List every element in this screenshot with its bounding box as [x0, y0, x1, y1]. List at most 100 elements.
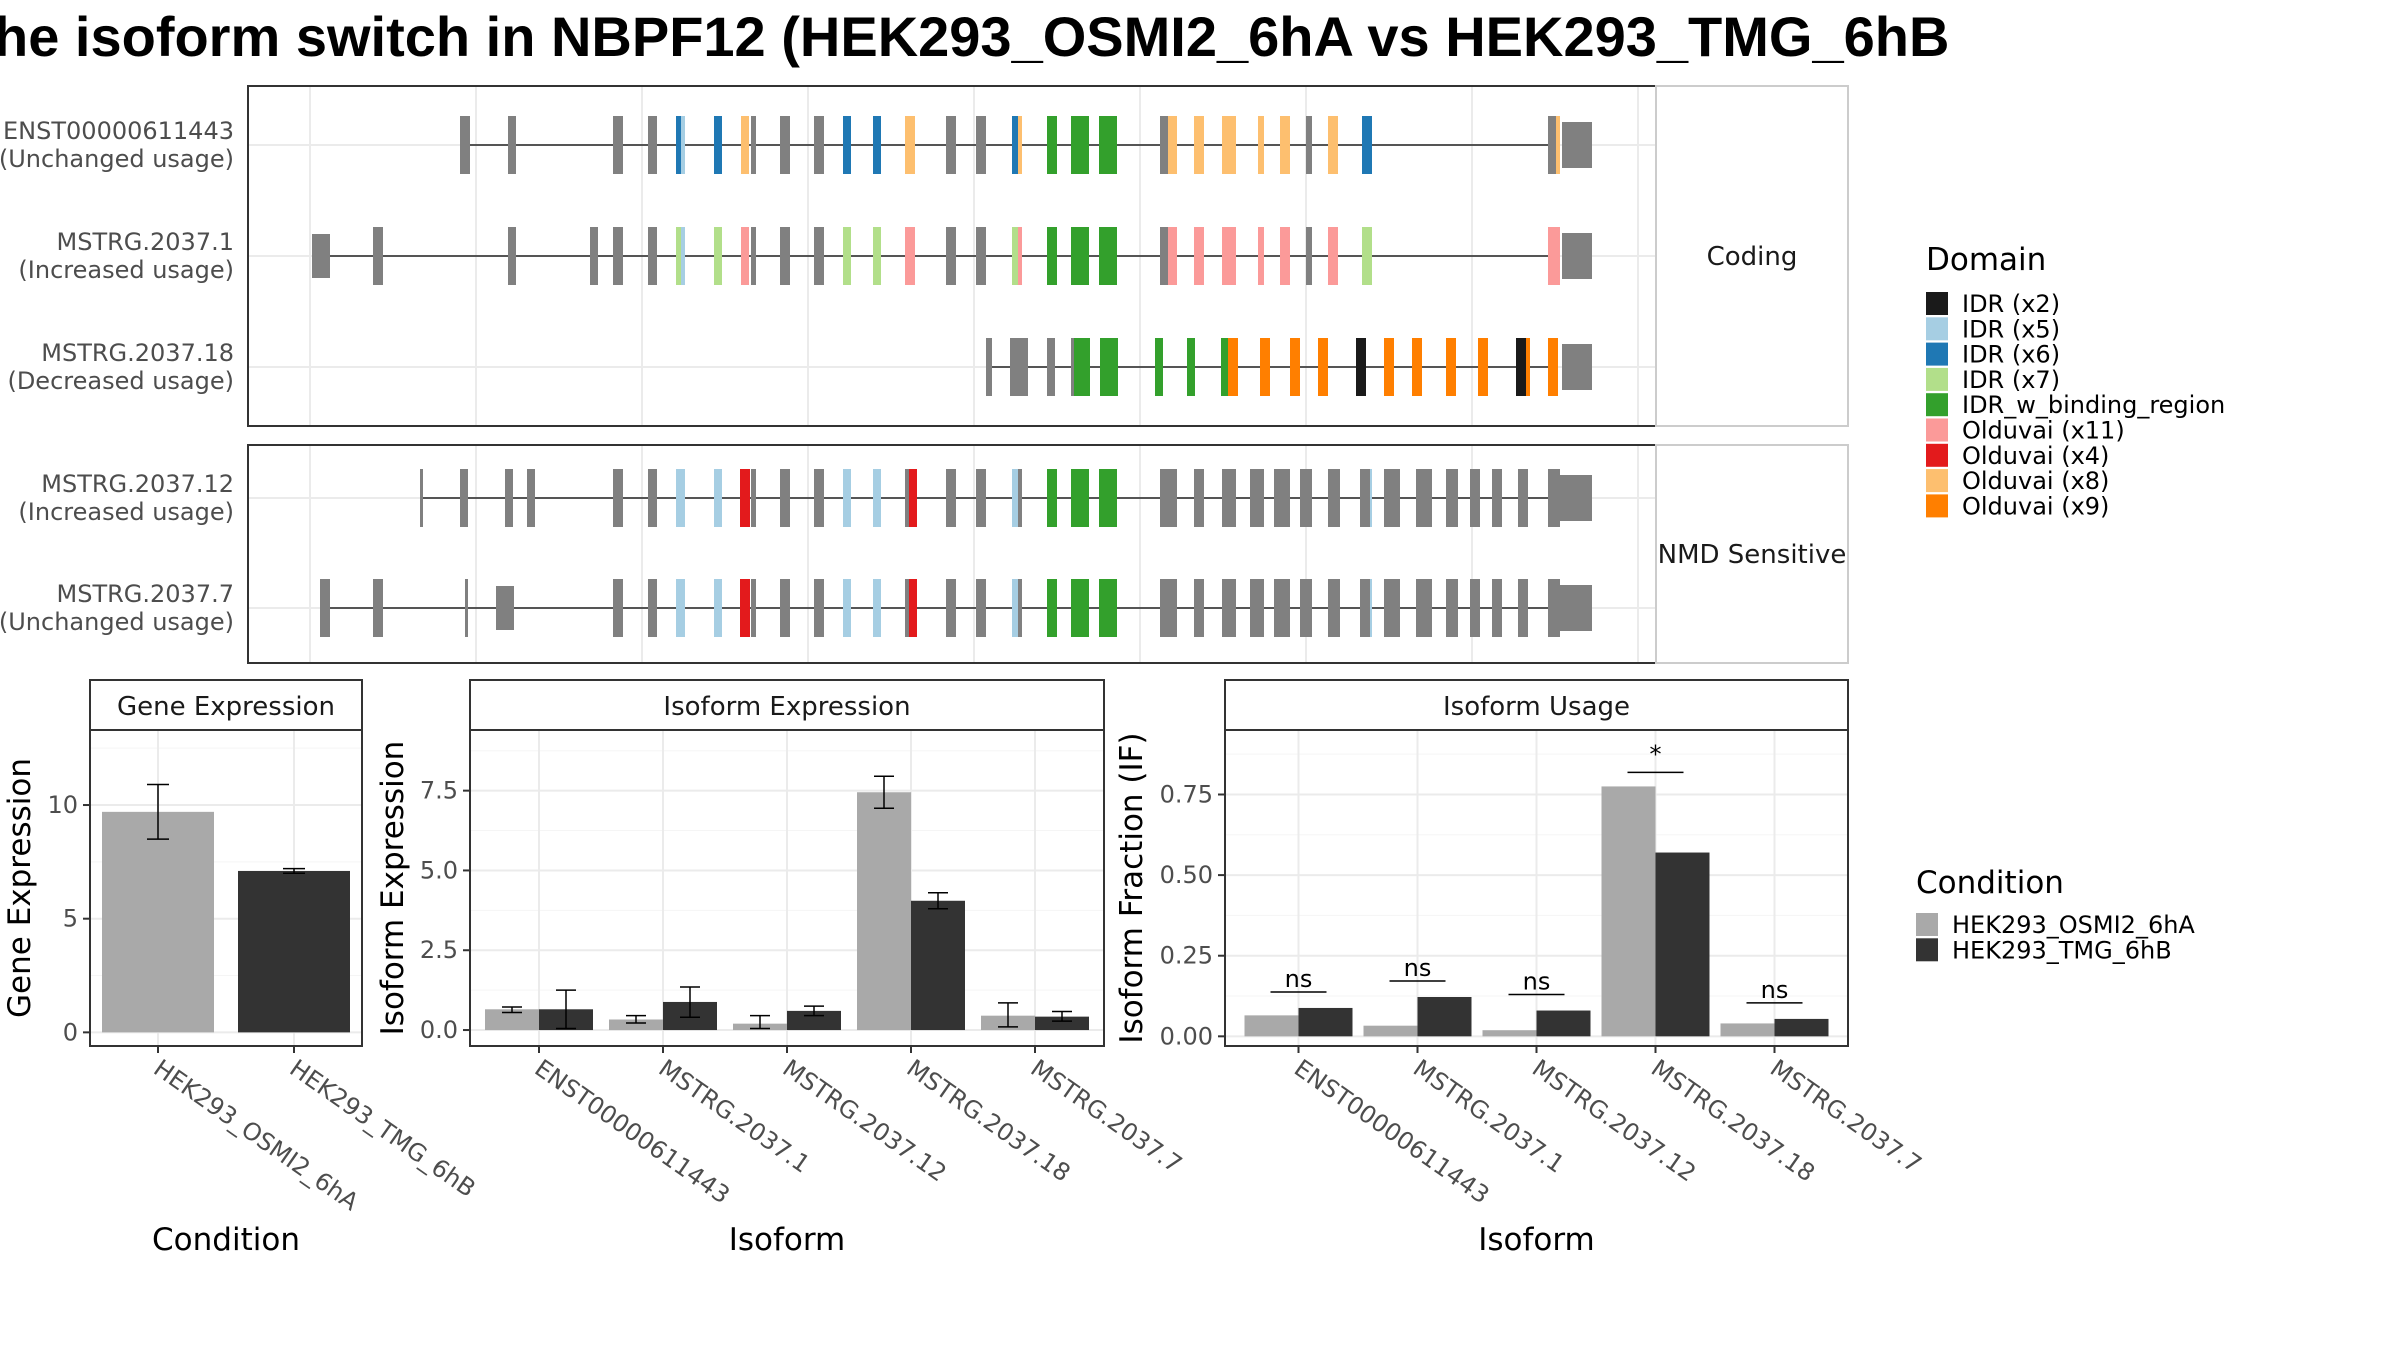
exon-block [1556, 227, 1560, 285]
exon-block [1160, 116, 1168, 174]
bar [102, 811, 214, 1033]
exon-block [1328, 116, 1338, 174]
exon-block [1155, 338, 1163, 396]
chart-panel: 0.02.55.07.5ENST00000611443MSTRG.2037.1M… [375, 679, 1187, 1258]
significance-label: ns [1285, 965, 1313, 993]
exon-block [613, 579, 623, 637]
domain-legend-key [1926, 418, 1948, 442]
isoform-row-usage-label: (Unchanged usage) [0, 145, 234, 173]
exon-block [751, 579, 756, 637]
exon-block [1071, 579, 1089, 637]
exon-block [373, 579, 383, 637]
exon-block [843, 227, 851, 285]
exon-block [1012, 227, 1020, 285]
exon-block [1516, 338, 1526, 396]
exon-block [1548, 475, 1592, 521]
exon-block [1194, 116, 1204, 174]
domain-legend-label: IDR (x2) [1962, 290, 2060, 318]
exon-block [1384, 338, 1394, 396]
exon-block [1518, 579, 1528, 637]
y-tick-label: 0.0 [420, 1016, 458, 1044]
exon-block [1446, 469, 1458, 527]
exon-block [1280, 116, 1290, 174]
exon-block [613, 469, 623, 527]
exon-block [1330, 579, 1340, 637]
y-tick-label: 0.25 [1160, 942, 1213, 970]
exon-block [814, 116, 824, 174]
exon-block [1258, 116, 1264, 174]
y-tick-label: 5.0 [420, 856, 458, 884]
domain-legend-key [1926, 367, 1948, 391]
exon-block [1160, 579, 1168, 637]
exon-block [1446, 579, 1458, 637]
exon-block [714, 116, 722, 174]
exon-block [681, 579, 685, 637]
bar [1244, 1015, 1299, 1037]
exon-block [681, 116, 685, 174]
panel-strip-title: Gene Expression [117, 692, 335, 722]
exon-block [1047, 469, 1057, 527]
exon-block [460, 116, 470, 174]
exon-block [373, 227, 383, 285]
exon-block [1168, 579, 1177, 637]
isoform-row-label: MSTRG.2037.7 [57, 580, 234, 608]
domain-legend-label: Olduvai (x4) [1962, 442, 2109, 470]
exon-block [814, 579, 824, 637]
exon-block [505, 469, 513, 527]
domain-legend-key [1926, 443, 1948, 467]
panel-strip [1224, 679, 1849, 731]
exon-block [1300, 579, 1310, 637]
bar [1298, 1007, 1353, 1037]
x-axis-title: Isoform [1478, 1222, 1595, 1258]
condition-legend-key [1916, 913, 1938, 936]
exon-block [1047, 116, 1057, 174]
exon-block [676, 227, 682, 285]
exon-block [909, 579, 917, 637]
exon-block [873, 116, 881, 174]
exon-block [460, 469, 468, 527]
exon-block [1306, 227, 1312, 285]
y-axis-title: Gene Expression [2, 758, 38, 1018]
exon-block [1099, 579, 1117, 637]
exon-block [905, 227, 915, 285]
domain-legend-key [1926, 342, 1948, 366]
exon-block [1562, 344, 1592, 390]
bar [787, 1010, 841, 1031]
exon-block [1384, 579, 1400, 637]
exon-block [976, 579, 986, 637]
exon-block [946, 469, 956, 527]
exon-block [740, 469, 750, 527]
chart-panel: ns ns ns * ns 0.00 0.25 0.50 0.75 ENST00000611443… [1114, 679, 1927, 1258]
exon-block [1548, 227, 1556, 285]
exon-block [1470, 469, 1480, 527]
bar [1774, 1018, 1829, 1037]
exon-block [1416, 579, 1432, 637]
exon-block [1306, 116, 1312, 174]
bar [857, 792, 911, 1031]
domain-legend-label: Olduvai (x9) [1962, 492, 2109, 520]
exon-block [1548, 116, 1556, 174]
y-axis-title: Isoform Expression [375, 741, 411, 1036]
exon-block [1518, 469, 1528, 527]
exon-block [1412, 338, 1422, 396]
exon-block [1258, 227, 1264, 285]
x-axis-title: Condition [152, 1222, 300, 1258]
x-tick-label: ENST00000611443 [1289, 1054, 1494, 1209]
exon-block [873, 469, 881, 527]
exon-block [1222, 579, 1232, 637]
domain-legend-key [1926, 292, 1948, 315]
exon-block [1018, 579, 1022, 637]
y-tick-label: 0.50 [1160, 861, 1213, 889]
exon-block [1492, 579, 1502, 637]
exon-block [1274, 579, 1284, 637]
exon-block [1330, 469, 1340, 527]
exon-block [976, 227, 986, 285]
domain-legend-label: Olduvai (x8) [1962, 467, 2109, 495]
exon-block [1280, 579, 1290, 637]
exon-block [1290, 338, 1300, 396]
exon-block [1478, 338, 1488, 396]
y-tick-label: 0.00 [1160, 1022, 1213, 1050]
exon-block [1194, 227, 1204, 285]
bar [238, 870, 350, 1033]
condition-legend-label: HEK293_OSMI2_6hA [1952, 911, 2195, 939]
